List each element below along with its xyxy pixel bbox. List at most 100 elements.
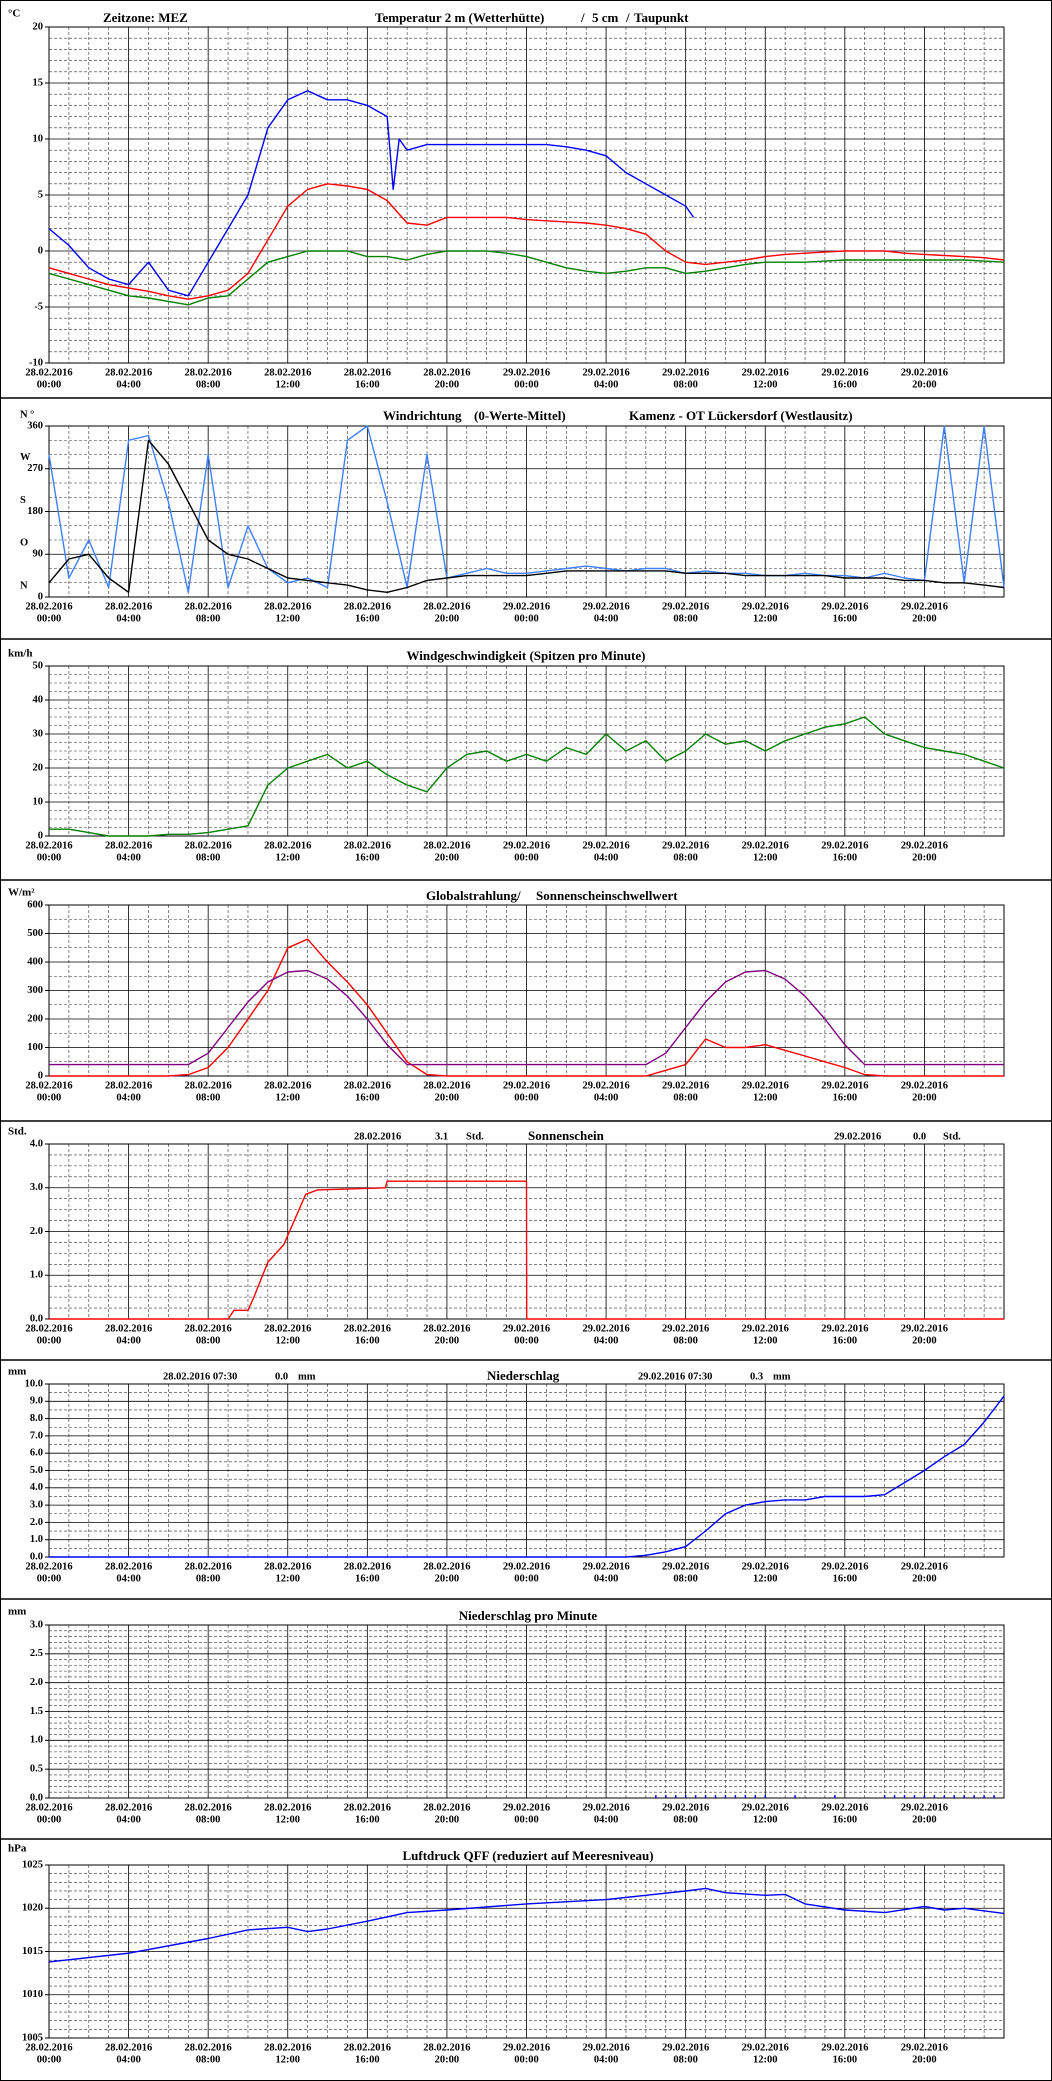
- header-text: (0-Werte-Mittel): [474, 408, 566, 423]
- y-tick-label: 0: [38, 1070, 43, 1081]
- x-tick-time: 00:00: [37, 613, 62, 624]
- x-tick-label: 28.02.2016: [105, 1323, 152, 1334]
- x-tick-time: 20:00: [435, 379, 460, 390]
- x-tick-time: 08:00: [196, 613, 221, 624]
- x-tick-label: 29.02.2016: [901, 840, 948, 851]
- x-tick-label: 28.02.2016: [105, 1561, 152, 1572]
- x-tick-label: 28.02.2016: [264, 1080, 311, 1091]
- series-line: [48, 1887, 1005, 1963]
- x-tick-time: 00:00: [514, 1573, 539, 1584]
- x-tick-label: 29.02.2016: [582, 367, 629, 378]
- x-tick-time: 00:00: [514, 1335, 539, 1346]
- x-tick-label: 29.02.2016: [503, 1323, 550, 1334]
- y-tick-label: 20: [33, 762, 44, 773]
- x-tick-label: 28.02.2016: [185, 1802, 232, 1813]
- compass-label: N: [20, 409, 28, 420]
- x-tick-label: 29.02.2016: [901, 367, 948, 378]
- x-tick-label: 29.02.2016: [503, 840, 550, 851]
- x-tick-label: 28.02.2016: [423, 2042, 470, 2053]
- x-tick-time: 12:00: [753, 1092, 778, 1103]
- plot-border: [48, 665, 1005, 837]
- x-tick-time: 12:00: [276, 1573, 301, 1584]
- y-tick-label: 0.0: [30, 1313, 43, 1324]
- x-tick-time: 00:00: [514, 379, 539, 390]
- x-tick-label: 29.02.2016: [582, 2042, 629, 2053]
- x-tick-time: 08:00: [673, 852, 698, 863]
- x-tick-time: 12:00: [753, 613, 778, 624]
- x-tick-time: 16:00: [833, 379, 858, 390]
- x-tick-label: 29.02.2016: [742, 1802, 789, 1813]
- x-tick-label: 29.02.2016: [503, 367, 550, 378]
- x-tick-label: 28.02.2016: [105, 601, 152, 612]
- x-tick-label: 29.02.2016: [821, 367, 868, 378]
- x-tick-label: 29.02.2016: [582, 1080, 629, 1091]
- x-tick-time: 08:00: [673, 613, 698, 624]
- y-tick-label: 3.0: [30, 1182, 43, 1193]
- x-tick-time: 08:00: [673, 2054, 698, 2065]
- y-tick-label: 2.0: [30, 1226, 43, 1237]
- plot-border: [48, 1624, 1005, 1799]
- y-tick-label: 4.0: [30, 1138, 43, 1149]
- x-tick-time: 00:00: [37, 1335, 62, 1346]
- y-tick-label: 4.0: [30, 1482, 43, 1493]
- header-text: 28.02.2016: [354, 1131, 401, 1142]
- x-tick-label: 28.02.2016: [105, 840, 152, 851]
- x-tick-time: 16:00: [355, 2054, 380, 2065]
- y-tick-label: 1.0: [30, 1534, 43, 1545]
- header-text: Niederschlag pro Minute: [459, 1608, 598, 1623]
- y-tick-label: 600: [27, 899, 43, 910]
- header-text: Luftdruck QFF (reduziert auf Meeresnivea…: [402, 1848, 653, 1863]
- x-tick-time: 04:00: [116, 1092, 141, 1103]
- header-text: 0.0: [913, 1131, 926, 1142]
- y-tick-label: 0.0: [30, 1551, 43, 1562]
- y-tick-label: 0: [38, 591, 43, 602]
- x-tick-time: 04:00: [594, 379, 619, 390]
- x-tick-time: 00:00: [514, 1814, 539, 1825]
- x-tick-time: 16:00: [355, 379, 380, 390]
- x-tick-label: 28.02.2016: [423, 1802, 470, 1813]
- x-tick-time: 16:00: [355, 1814, 380, 1825]
- compass-label: O: [20, 538, 28, 549]
- header-text: Temperatur 2 m (Wetterhütte): [375, 10, 544, 25]
- x-tick-time: 08:00: [673, 1092, 698, 1103]
- x-tick-time: 12:00: [276, 379, 301, 390]
- x-tick-time: 16:00: [833, 852, 858, 863]
- x-tick-label: 29.02.2016: [582, 1323, 629, 1334]
- x-tick-time: 12:00: [276, 1814, 301, 1825]
- y-tick-label: 9.0: [30, 1396, 43, 1407]
- x-tick-label: 28.02.2016: [105, 1802, 152, 1813]
- x-tick-label: 29.02.2016: [503, 1561, 550, 1572]
- x-tick-time: 12:00: [276, 1335, 301, 1346]
- y-tick-label: 3.0: [30, 1619, 43, 1630]
- x-tick-label: 29.02.2016: [901, 1802, 948, 1813]
- x-tick-label: 28.02.2016: [25, 601, 72, 612]
- x-tick-time: 12:00: [276, 1092, 301, 1103]
- header-text: 3.1: [435, 1131, 448, 1142]
- x-tick-time: 16:00: [355, 852, 380, 863]
- x-tick-label: 28.02.2016: [344, 1080, 391, 1091]
- x-tick-label: 29.02.2016: [901, 601, 948, 612]
- header-text: Std.: [466, 1131, 484, 1142]
- x-tick-time: 00:00: [37, 1092, 62, 1103]
- x-tick-label: 29.02.2016: [503, 2042, 550, 2053]
- unit-label: km/h: [8, 648, 32, 660]
- y-tick-label: 0: [38, 830, 43, 841]
- header-text: Niederschlag: [487, 1368, 560, 1383]
- x-tick-time: 04:00: [594, 1814, 619, 1825]
- x-tick-label: 28.02.2016: [105, 1080, 152, 1091]
- y-tick-label: 15: [33, 77, 44, 88]
- x-tick-label: 29.02.2016: [821, 2042, 868, 2053]
- y-tick-label: 0.0: [30, 1792, 43, 1803]
- x-tick-time: 04:00: [116, 1573, 141, 1584]
- x-tick-label: 28.02.2016: [344, 1802, 391, 1813]
- x-tick-label: 29.02.2016: [662, 1802, 709, 1813]
- x-tick-label: 28.02.2016: [185, 840, 232, 851]
- header-text: 29.02.2016: [834, 1131, 881, 1142]
- y-tick-label: 2.0: [30, 1677, 43, 1688]
- x-tick-label: 29.02.2016: [742, 2042, 789, 2053]
- y-tick-label: 1005: [22, 2032, 43, 2043]
- x-tick-time: 00:00: [37, 1814, 62, 1825]
- x-tick-time: 20:00: [912, 613, 937, 624]
- y-tick-label: 2.0: [30, 1517, 43, 1528]
